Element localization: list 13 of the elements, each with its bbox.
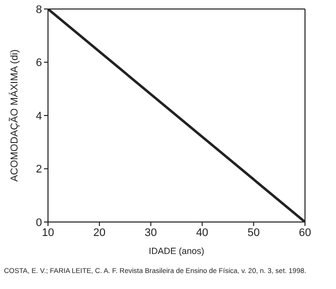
y-tick-label: 0 — [36, 216, 42, 229]
y-tick-label: 6 — [36, 57, 42, 70]
x-tick-label: 60 — [298, 226, 312, 239]
y-tick-label: 4 — [36, 110, 42, 122]
x-tick-label: 30 — [144, 226, 157, 239]
x-tick-label: 10 — [42, 226, 54, 239]
x-tick-label: 20 — [93, 226, 106, 239]
x-tick-label: 40 — [196, 226, 208, 239]
y-tick-label: 8 — [36, 4, 42, 16]
y-axis-title: ACOMODAÇÃO MÁXIMA (di) — [8, 49, 21, 182]
x-tick-label: 50 — [247, 226, 260, 239]
x-axis-title: IDADE (anos) — [148, 246, 204, 256]
y-tick-label: 2 — [36, 164, 42, 176]
